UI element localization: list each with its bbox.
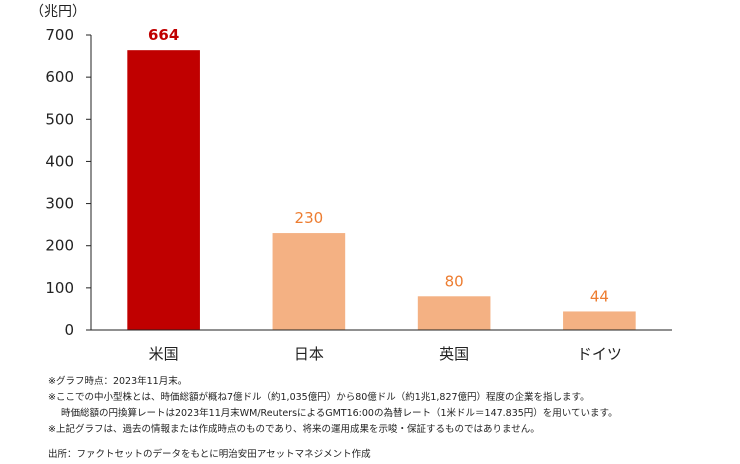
category-label: 日本 (294, 345, 324, 363)
data-label: 230 (295, 209, 324, 227)
bar (272, 233, 346, 330)
bar (127, 50, 200, 331)
bars (127, 50, 636, 331)
x-axis-categories: 米国 日本 英国 ドイツ (149, 345, 622, 363)
bar (563, 311, 636, 330)
y-tick-label: 100 (45, 279, 74, 297)
footnote-disclaimer: ※上記グラフは、過去の情報または作成時点のものであり、将来の運用成果を示唆・保証… (48, 424, 540, 435)
y-tick-label: 0 (64, 321, 74, 339)
y-tick-label: 400 (45, 152, 74, 170)
source-note: 出所：ファクトセットのデータをもとに明治安田アセットマネジメント作成 (48, 449, 371, 460)
y-axis-unit-label: （兆円） (30, 4, 86, 20)
bar (417, 296, 491, 330)
y-tick-label: 600 (45, 68, 74, 86)
data-labels: 664 230 80 44 (148, 26, 609, 305)
footnote-exchange-rate: 時価総額の円換算レートは2023年11月末WM/ReutersによるGMT16:… (61, 408, 618, 419)
data-label: 664 (148, 26, 179, 44)
y-axis-ticks: 0 100 200 300 400 500 600 700 (45, 26, 91, 339)
y-tick-label: 500 (45, 110, 74, 128)
footnotes: ※グラフ時点：2023年11月末。 ※ここでの中小型株とは、時価総額が概ね7億ド… (48, 374, 738, 438)
footnote-definition: ※ここでの中小型株とは、時価総額が概ね7億ドル（約1,035億円）から80億ドル… (48, 392, 590, 403)
y-tick-label: 300 (45, 195, 74, 213)
category-label: ドイツ (577, 345, 622, 363)
bar-chart: （兆円） 0 100 200 300 400 500 600 700 664 230 80 44 米… (30, 4, 672, 363)
category-label: 米国 (149, 345, 179, 363)
y-tick-label: 700 (45, 26, 74, 44)
category-label: 英国 (439, 345, 469, 363)
data-label: 44 (590, 287, 609, 305)
data-label: 80 (445, 272, 464, 290)
y-tick-label: 200 (45, 237, 74, 255)
footnote-date: ※グラフ時点：2023年11月末。 (48, 376, 188, 387)
